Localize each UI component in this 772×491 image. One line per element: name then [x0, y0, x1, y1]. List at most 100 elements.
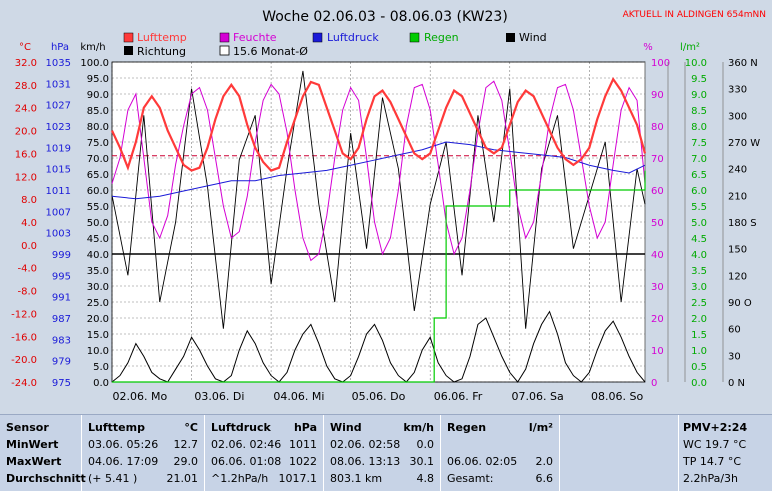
wind-min-date: 02.06. — [330, 438, 365, 451]
press-tick-label: 995 — [52, 271, 71, 282]
temp-tick-label: 4.0 — [21, 218, 37, 229]
x-tick-label: 04.06. Mi — [273, 390, 324, 403]
luftdruck-unit: hPa — [293, 421, 317, 434]
col-lufttemp: Lufttemp °C 03.06. 05:26 12.7 04.06. 17:09… — [82, 415, 205, 491]
regen-max-row: 06.06. 02:05 2.0 — [447, 453, 553, 470]
direction-tick-label: 270 W — [728, 138, 760, 149]
rain-tick-label: 4.0 — [691, 250, 707, 261]
legend-swatch-feuchte — [219, 32, 230, 43]
hum-tick-label: 80 — [651, 122, 664, 133]
wind-tick-label: 35.0 — [87, 266, 109, 277]
luftdruck-max-date: 06.06. — [211, 455, 246, 468]
temp-tick-label: -12.0 — [11, 309, 37, 320]
legend-label-wind: Wind — [519, 31, 547, 44]
wind-max-date: 08.06. — [330, 455, 365, 468]
lufttemp-min-time: 05:26 — [126, 438, 159, 451]
direction-tick-label: 30 — [728, 351, 741, 362]
series-line-lufttemp — [111, 76, 647, 172]
wind-max-row: 08.06. 13:13 30.1 — [330, 453, 434, 470]
legend-label-regen: Regen — [424, 31, 459, 44]
wind-unit: km/h — [403, 421, 434, 434]
legend-swatch-richtung — [124, 46, 133, 55]
col-sensor: Sensor MinWert MaxWert Durchschnitt — [0, 415, 86, 491]
x-tick-label: 02.06. Mo — [112, 390, 167, 403]
luftdruck-head-row: Luftdruck hPa — [211, 419, 317, 436]
press-tick-label: 991 — [52, 293, 71, 304]
wind-avg-note: 803.1 km — [330, 472, 383, 485]
temp-tick-label: -8.0 — [17, 287, 37, 298]
press-tick-label: 999 — [52, 250, 71, 261]
press-tick-label: 975 — [52, 378, 71, 389]
temp-tick-label: 20.0 — [15, 127, 37, 138]
rain-tick-label: 1.0 — [691, 346, 707, 357]
series-line-regen — [112, 170, 646, 383]
rain-tick-label: 0.5 — [691, 362, 707, 373]
temp-tick-label: -4.0 — [17, 264, 37, 275]
x-tick-label: 03.06. Di — [194, 390, 244, 403]
regen-total-val: 6.6 — [535, 472, 554, 485]
rain-tick-label: 3.5 — [691, 266, 707, 277]
regen-max-time: 02:05 — [485, 455, 518, 468]
press-tick-label: 1019 — [46, 143, 71, 154]
x-tick-label: 05.06. Do — [352, 390, 406, 403]
legend-label-richtung: Richtung — [137, 45, 186, 58]
regen-max-date: 06.06. — [447, 455, 482, 468]
legend-swatch-wind — [506, 33, 515, 42]
rain-tick-label: 8.0 — [691, 122, 707, 133]
rain-tick-label: 5.5 — [691, 202, 707, 213]
wind-tick-label: 40.0 — [87, 250, 109, 261]
direction-tick-label: 360 N — [728, 58, 758, 69]
sensor-max-label: MaxWert — [6, 455, 62, 468]
x-tick-label: 08.06. So — [591, 390, 643, 403]
rain-tick-label: 2.5 — [691, 298, 707, 309]
x-tick-label: 06.06. Fr — [434, 390, 483, 403]
temp-tick-label: -16.0 — [11, 332, 37, 343]
wind-tick-label: 0.0 — [93, 378, 109, 389]
press-tick-label: 1031 — [46, 79, 71, 90]
axis-head-press: hPa — [51, 42, 69, 53]
temp-tick-label: -20.0 — [11, 355, 37, 366]
series-line-richtung — [111, 70, 646, 329]
wind-min-val: 0.0 — [416, 438, 435, 451]
lufttemp-min-row: 03.06. 05:26 12.7 — [88, 436, 198, 453]
wind-tick-label: 70.0 — [87, 154, 109, 165]
luftdruck-avg-note: ^1.2hPa/h — [211, 472, 269, 485]
axis-head-temp: °C — [19, 42, 31, 53]
luftdruck-min-time: 02:46 — [249, 438, 282, 451]
luftdruck-max-time: 01:08 — [249, 455, 282, 468]
legend-swatch-luftdruck — [312, 32, 323, 43]
wind-tick-label: 80.0 — [87, 122, 109, 133]
wind-tick-label: 45.0 — [87, 234, 109, 245]
hum-tick-label: 0 — [651, 378, 657, 389]
regen-total-label: Gesamt: — [447, 472, 494, 485]
series-line-feuchte — [111, 80, 646, 262]
lufttemp-max-date: 04.06. — [88, 455, 123, 468]
wind-tick-label: 95.0 — [87, 74, 109, 85]
hum-tick-label: 50 — [651, 218, 664, 229]
wind-tick-label: 60.0 — [87, 186, 109, 197]
regen-head-row: Regen l/m² — [447, 419, 553, 436]
axis-head-rain: l/m² — [680, 42, 700, 53]
wind-tick-label: 85.0 — [87, 106, 109, 117]
sensor-min-label: MinWert — [6, 438, 59, 451]
direction-tick-label: 120 — [728, 271, 747, 282]
hum-tick-label: 10 — [651, 346, 664, 357]
luftdruck-max-val: 1022 — [289, 455, 317, 468]
wind-tick-label: 30.0 — [87, 282, 109, 293]
luftdruck-head: Luftdruck — [211, 421, 271, 434]
luftdruck-max-row: 06.06. 01:08 1022 — [211, 453, 317, 470]
col-wind: Wind km/h 02.06. 02:58 0.0 08.06. 13:13 30.… — [324, 415, 441, 491]
luftdruck-avg-row: ^1.2hPa/h 1017.1 — [211, 470, 317, 487]
direction-tick-label: 0 N — [728, 378, 745, 389]
wind-tick-label: 65.0 — [87, 170, 109, 181]
station-label: AKTUELL IN ALDINGEN 654mNN — [623, 10, 766, 20]
lufttemp-avg-row: (+ 5.41 ) 21.01 — [88, 470, 198, 487]
wind-tick-label: 100.0 — [80, 58, 109, 69]
wind-tick-label: 5.0 — [93, 362, 109, 373]
rain-tick-label: 6.5 — [691, 170, 707, 181]
legend-swatch-monat — [219, 45, 230, 56]
hum-tick-label: 40 — [651, 250, 664, 261]
lufttemp-avg-note: (+ 5.41 ) — [88, 472, 138, 485]
temp-tick-label: 32.0 — [15, 58, 37, 69]
